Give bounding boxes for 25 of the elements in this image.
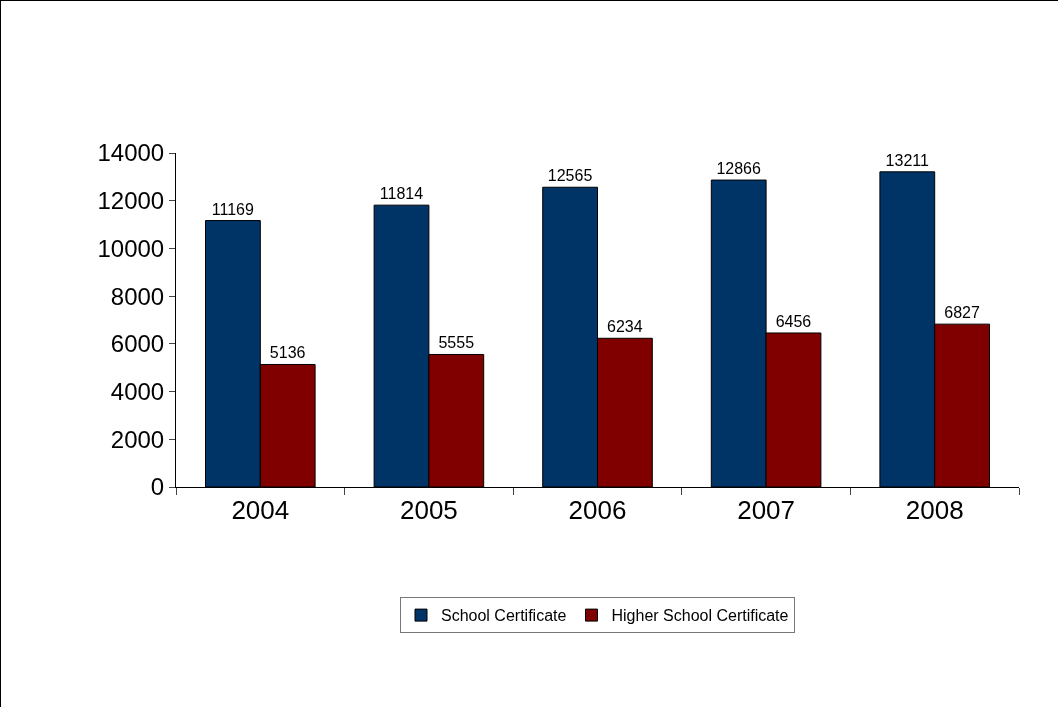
legend-label: Higher School Certificate	[611, 607, 789, 625]
x-tick-label: 2008	[905, 495, 964, 526]
data-label: 11814	[379, 185, 424, 203]
data-label: 5555	[438, 334, 475, 352]
data-label: 5136	[269, 344, 306, 362]
y-tick-label: 14000	[97, 139, 165, 167]
x-tick-label: 2004	[231, 495, 290, 526]
data-label: 12565	[547, 167, 593, 185]
y-tick-label: 12000	[97, 187, 165, 215]
data-label: 11169	[211, 200, 255, 218]
x-tick-label: 2005	[399, 495, 458, 526]
data-label: 6234	[607, 318, 643, 336]
data-label: 12866	[716, 160, 761, 178]
y-tick-label: 4000	[110, 377, 165, 405]
data-label: 6827	[944, 304, 980, 322]
y-tick-label: 8000	[110, 282, 165, 310]
y-tick-label: 0	[150, 473, 165, 501]
legend-label: School Certificate	[441, 607, 567, 625]
data-label: 6456	[775, 312, 812, 330]
x-tick-label: 2007	[737, 495, 796, 526]
y-tick-label: 2000	[110, 425, 165, 453]
y-tick-label: 6000	[110, 330, 165, 358]
x-tick-label: 2006	[568, 495, 627, 526]
data-label: 13211	[885, 151, 929, 169]
y-tick-label: 10000	[97, 234, 165, 262]
